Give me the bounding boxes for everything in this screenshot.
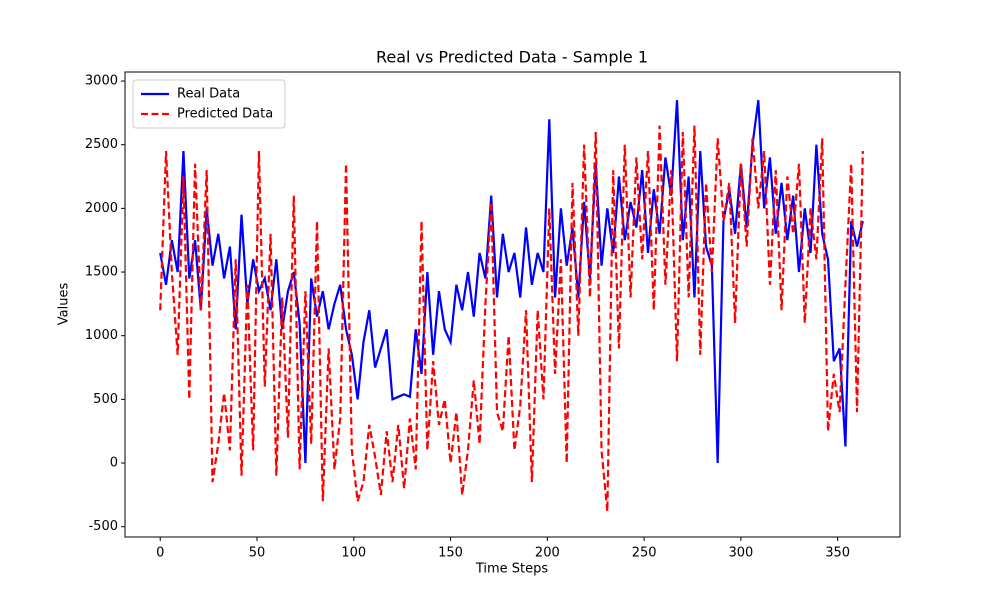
series-line — [159, 99, 864, 464]
legend-label: Real Data — [177, 87, 240, 102]
y-tick-label: 2000 — [85, 201, 118, 216]
x-tick-label: 350 — [825, 546, 850, 561]
x-tick-label: 100 — [341, 546, 366, 561]
y-tick-label: 3000 — [85, 74, 118, 89]
x-tick-label: 150 — [438, 546, 463, 561]
x-tick-label: 300 — [728, 546, 753, 561]
y-tick-label: 2500 — [85, 137, 118, 152]
x-tick-label: 0 — [156, 546, 164, 561]
y-tick-label: 0 — [110, 456, 118, 471]
x-axis-label: Time Steps — [475, 562, 549, 577]
legend-label: Predicted Data — [177, 107, 273, 122]
y-tick-label: 500 — [93, 392, 118, 407]
series-line — [159, 125, 864, 512]
chart-title: Real vs Predicted Data - Sample 1 — [376, 48, 648, 67]
plot-frame — [124, 71, 901, 538]
y-axis-label: Values — [57, 283, 72, 326]
x-tick-label: 250 — [632, 546, 657, 561]
y-tick-label: -500 — [88, 519, 118, 534]
y-tick-label: 1500 — [85, 265, 118, 280]
y-tick-label: 1000 — [85, 328, 118, 343]
legend-box — [132, 79, 286, 129]
x-tick-label: 200 — [535, 546, 560, 561]
x-tick-label: 50 — [249, 546, 266, 561]
